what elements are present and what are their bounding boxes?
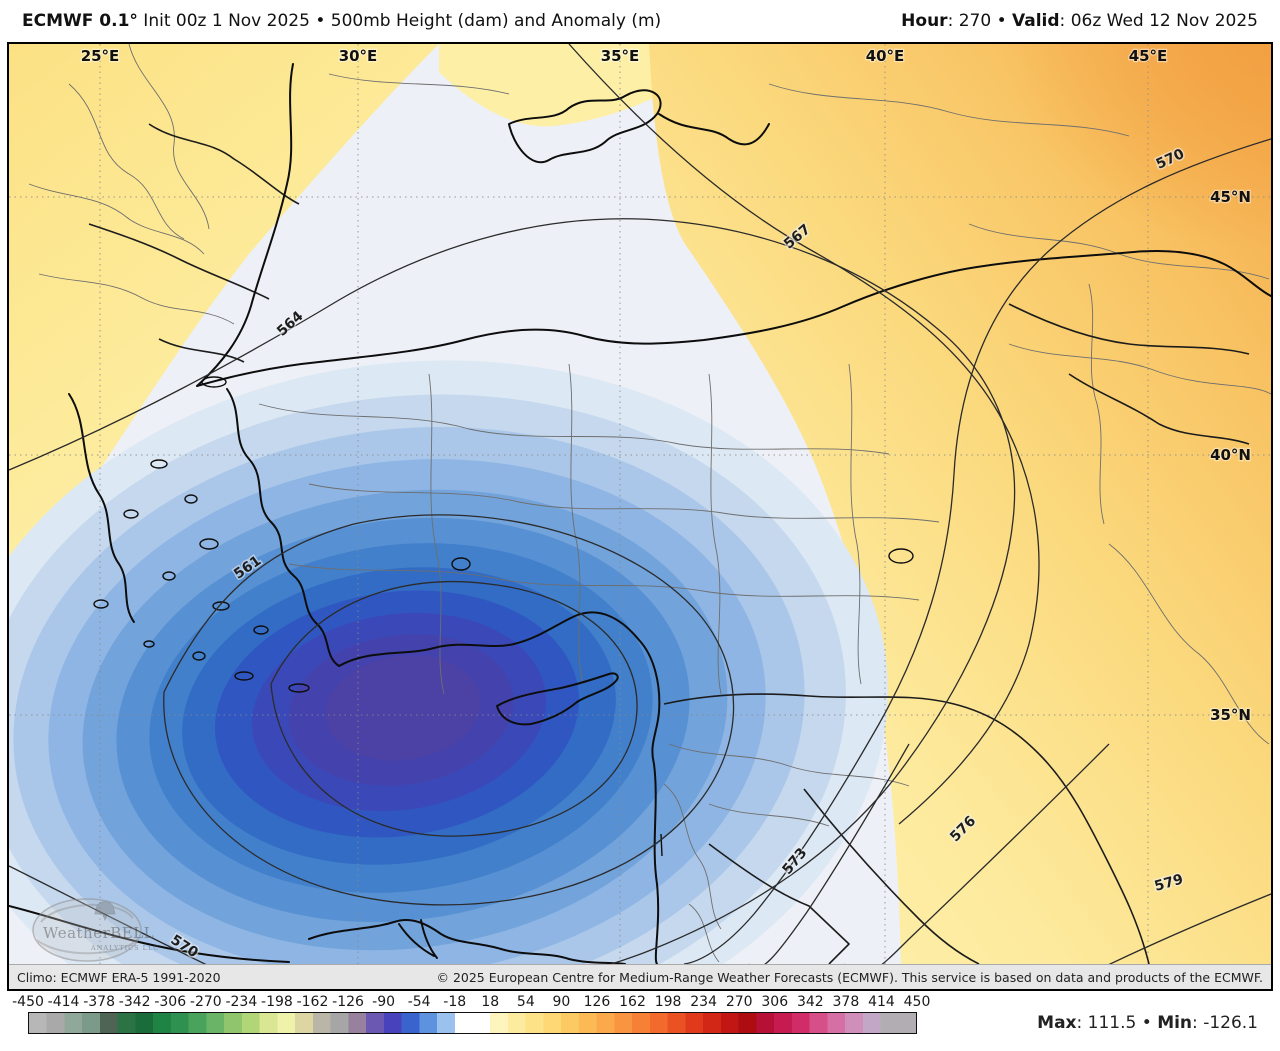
islands-and-lakes <box>93 376 914 857</box>
colorbar-tick: -306 <box>154 994 187 1010</box>
contour-561 <box>163 514 735 906</box>
max-min-stats: Max: 111.5 • Min: -126.1 <box>1037 1013 1258 1033</box>
colorbar-tick: -450 <box>12 994 44 1010</box>
contour-567 <box>568 44 1040 825</box>
weather-map: 25°E 30°E 35°E 40°E 45°E 45°N 40°N 35°N 564 561 56… <box>7 42 1273 991</box>
hour-label: Hour <box>901 11 948 31</box>
longitude-label: 40°E <box>866 47 905 65</box>
max-value: 111.5 <box>1087 1013 1137 1033</box>
admin-borders <box>28 44 1271 963</box>
contour-579 <box>1108 893 1271 964</box>
map-title: ECMWF 0.1° Init 00z 1 Nov 2025 • 500mb H… <box>22 11 661 31</box>
bell-icon <box>94 901 116 922</box>
colorbar-tick: 54 <box>516 994 535 1010</box>
colorbar-tick: 450 <box>903 994 931 1010</box>
colorbar-tick: 234 <box>690 994 717 1010</box>
watermark-name: WeatherBELL <box>43 924 154 942</box>
contour-564 <box>9 218 1016 964</box>
colorbar-tick: -342 <box>118 994 151 1010</box>
negative-anomaly-shading <box>9 360 888 964</box>
colorbar-tick: -162 <box>296 994 329 1010</box>
copyright-note: © 2025 European Centre for Medium-Range … <box>436 969 1263 985</box>
colorbar-tick: -270 <box>189 994 222 1010</box>
watermark-sub: ANALYTICS LLC <box>90 944 159 952</box>
hour-value: 270 <box>958 11 992 31</box>
latitude-label: 40°N <box>1210 446 1251 464</box>
colorbar-tick: -234 <box>225 994 258 1010</box>
colorbar-tick: 162 <box>619 994 646 1010</box>
attribution-strip: Climo: ECMWF ERA-5 1991-2020 © 2025 Euro… <box>9 964 1271 989</box>
latitude-label: 45°N <box>1210 188 1251 206</box>
model-name: ECMWF 0.1° <box>22 11 138 31</box>
latitude-label: 35°N <box>1210 706 1251 724</box>
legend-section: -450 -414 -378 -342 -306 -270 -234 -198 -162 -126… <box>0 992 1280 1051</box>
longitude-label: 30°E <box>339 47 378 65</box>
colorbar-tick: 342 <box>796 994 824 1010</box>
valid-time: Hour: 270 • Valid: 06z Wed 12 Nov 2025 <box>901 11 1258 31</box>
graticule <box>9 44 1271 964</box>
colorbar-tick: -378 <box>83 994 115 1010</box>
valid-value: 06z Wed 12 Nov 2025 <box>1070 11 1258 31</box>
colorbar-tick: 198 <box>654 994 682 1010</box>
colorbar-tick: 378 <box>832 994 860 1010</box>
colorbar-tick-labels: -450 -414 -378 -342 -306 -270 -234 -198 -162 -126… <box>0 994 1280 1010</box>
min-value: -126.1 <box>1203 1013 1258 1033</box>
colorbar-tick: 126 <box>583 994 611 1010</box>
country-borders <box>88 123 1250 964</box>
max-label: Max <box>1037 1013 1077 1033</box>
colorbar-tick: -198 <box>261 994 293 1010</box>
contour-576 <box>844 743 1110 964</box>
contour-573 <box>749 743 910 964</box>
colorbar-tick: 90 <box>552 994 571 1010</box>
colorbar-tick: -90 <box>372 994 396 1010</box>
colorbar-tick: -18 <box>443 994 467 1010</box>
colorbar-tick: -54 <box>407 994 431 1010</box>
colorbar-gradient <box>28 1012 917 1034</box>
valid-label: Valid <box>1012 11 1060 31</box>
colorbar-tick: -414 <box>47 994 80 1010</box>
positive-anomaly-shading <box>9 44 1271 964</box>
colorbar-tick: 270 <box>725 994 753 1010</box>
longitude-label: 25°E <box>81 47 120 65</box>
climo-note: Climo: ECMWF ERA-5 1991-2020 <box>17 969 221 985</box>
contour-570-west <box>9 865 207 964</box>
colorbar-tick: 306 <box>761 994 789 1010</box>
contour-570-east <box>683 138 1271 964</box>
map-canvas: 25°E 30°E 35°E 40°E 45°E45°N40°N35°N56456156… <box>9 44 1271 964</box>
header-bar: ECMWF 0.1° Init 00z 1 Nov 2025 • 500mb H… <box>0 0 1280 42</box>
longitude-label: 35°E <box>601 47 640 65</box>
min-label: Min <box>1157 1013 1193 1033</box>
title-rest: Init 00z 1 Nov 2025 • 500mb Height (dam)… <box>137 11 662 31</box>
colorbar-tick: -126 <box>332 994 364 1010</box>
colorbar-tick: 18 <box>481 994 500 1010</box>
height-contour-lines <box>9 44 1271 964</box>
weatherbell-watermark: WeatherBELL ANALYTICS LLC <box>32 898 159 962</box>
longitude-label: 45°E <box>1129 47 1168 65</box>
coastlines <box>9 63 1271 964</box>
contour-558 <box>270 580 638 837</box>
colorbar-tick: 414 <box>868 994 895 1010</box>
